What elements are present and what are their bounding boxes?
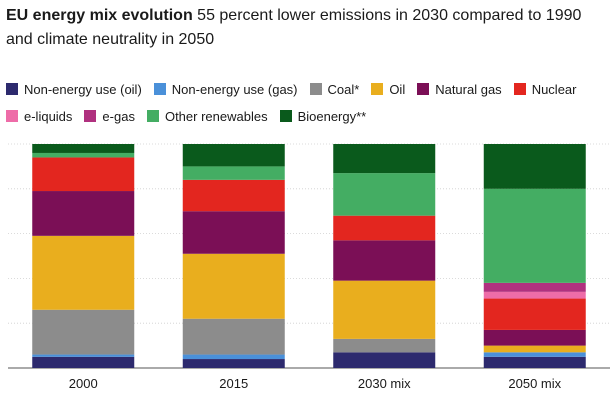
legend-item: Non-energy use (oil): [6, 82, 142, 97]
legend-item: Bioenergy**: [279, 108, 367, 124]
bar-segment: [182, 144, 285, 167]
bar-segment: [483, 291, 586, 299]
legend-swatch: [6, 110, 18, 122]
legend-label: Non-energy use (gas): [171, 81, 298, 97]
legend-item: Natural gas: [417, 81, 502, 97]
bar-segment: [333, 240, 436, 281]
legend-label: Nuclear: [531, 81, 577, 97]
x-tick-label: 2015: [219, 376, 248, 391]
bar-segment: [32, 152, 135, 158]
bar-segment: [333, 144, 436, 174]
legend-label: Natural gas: [435, 81, 502, 97]
legend-label: e-gas: [102, 108, 135, 124]
legend-swatch: [153, 83, 166, 95]
legend-swatch: [146, 110, 159, 122]
bar-segment: [333, 215, 436, 241]
legend-swatch: [371, 83, 384, 95]
bar-segment: [182, 211, 285, 254]
legend-item: Oil: [371, 82, 405, 97]
legend-item: Non-energy use (gas): [153, 81, 298, 97]
bar-segment: [333, 173, 436, 216]
legend-swatch: [6, 83, 18, 95]
chart-legend: Non-energy use (oil) Non-energy use (gas)…: [6, 80, 610, 134]
bar-segment: [333, 280, 436, 339]
x-tick-label: 2000: [69, 376, 98, 391]
legend-label: Bioenergy**: [297, 108, 367, 124]
legend-swatch: [309, 83, 322, 95]
bar-segment: [333, 338, 436, 353]
legend-swatch: [417, 83, 430, 95]
bar-segment: [483, 144, 586, 189]
legend-item: Nuclear: [513, 81, 577, 97]
bar-segment: [182, 179, 285, 212]
bar-segment: [32, 157, 135, 192]
bar-segment: [483, 188, 586, 283]
bar-segment: [182, 354, 285, 360]
legend-label: Non-energy use (oil): [24, 81, 142, 97]
chart-title-bold: EU energy mix evolution: [6, 7, 193, 24]
bar-segment: [483, 282, 586, 292]
bar-segment: [32, 309, 135, 355]
bar-segment: [333, 352, 436, 368]
legend-swatch: [84, 110, 97, 122]
bar-segment: [32, 144, 135, 153]
bar-segment: [32, 191, 135, 236]
legend-item: e-liquids: [6, 109, 72, 124]
x-tick-label: 2050 mix: [508, 376, 561, 391]
legend-swatch: [513, 83, 526, 95]
x-tick-label: 2030 mix: [358, 376, 411, 391]
bar-segment: [32, 356, 135, 368]
legend-swatch: [279, 110, 292, 122]
legend-label: Oil: [389, 81, 406, 97]
legend-label: e-liquids: [24, 108, 73, 124]
bar-segment: [483, 298, 586, 330]
bar-segment: [483, 352, 586, 357]
bar-segment: [182, 166, 285, 180]
legend-item: Coal*: [309, 81, 360, 97]
bar-segment: [182, 359, 285, 368]
bar-segment: [483, 345, 586, 353]
bar-segment: [32, 354, 135, 357]
chart-title-rest: 55 percent lower emissions in 2030 compa…: [6, 7, 582, 48]
bar-segment: [483, 356, 586, 368]
legend-row: Non-energy use (oil) Non-energy use (gas)…: [6, 80, 610, 98]
bar-segment: [182, 318, 285, 355]
legend-label: Coal*: [327, 81, 360, 97]
legend-item: e-gas: [84, 109, 135, 124]
bar-segment: [182, 253, 285, 319]
legend-row: e-liquids e-gas Other renewables Bioenergy*…: [6, 107, 610, 125]
legend-item: Other renewables: [146, 108, 268, 124]
bar-segment: [32, 235, 135, 310]
chart-title: EU energy mix evolution 55 percent lower…: [6, 4, 606, 52]
legend-label: Other renewables: [164, 108, 268, 124]
bar-segment: [483, 329, 586, 346]
